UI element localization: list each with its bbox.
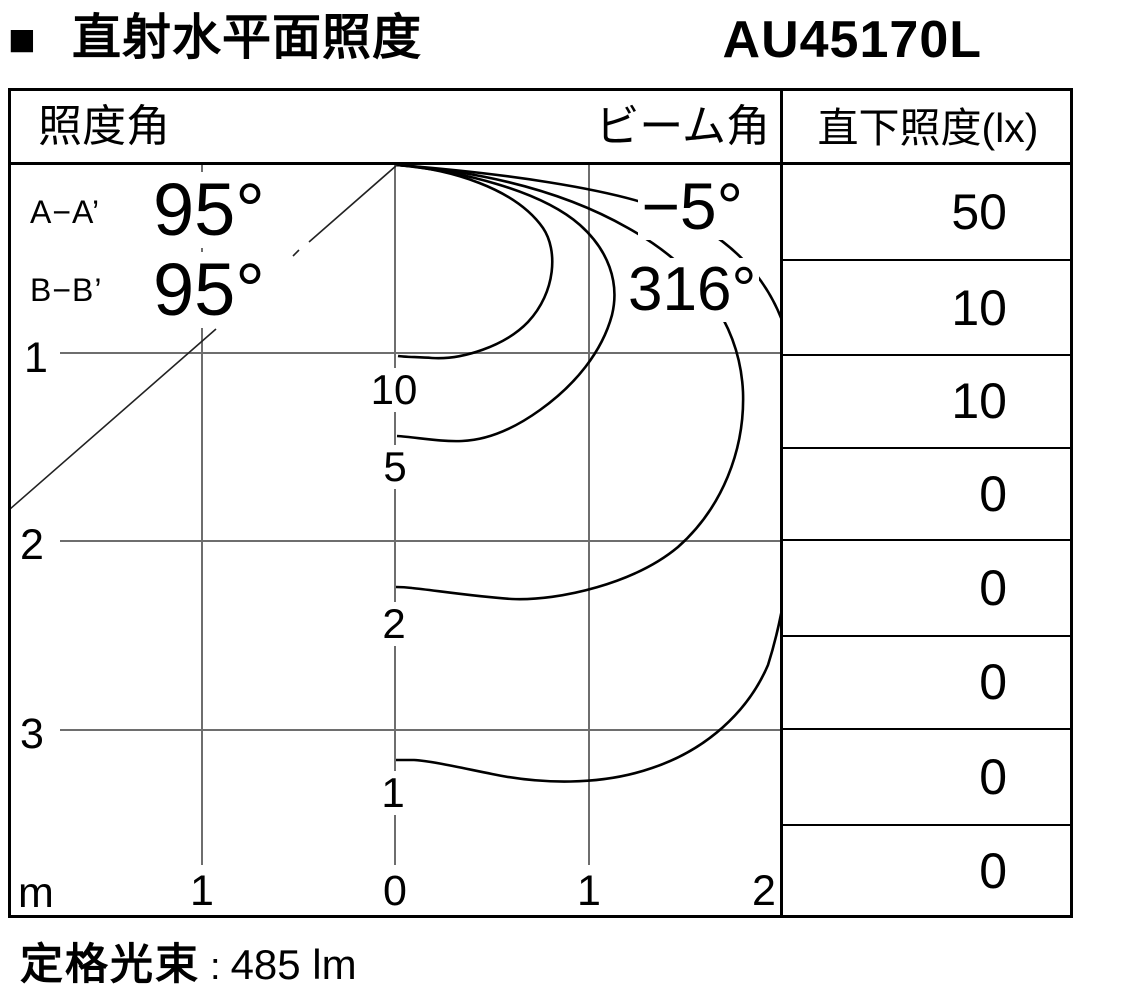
gridline-3m — [60, 729, 780, 731]
contour-label-5lx: 5 — [374, 445, 416, 489]
x-tick-minus1: 1 — [190, 867, 214, 915]
table-border-bottom — [8, 915, 1073, 918]
product-code: AU45170L — [722, 11, 982, 69]
x-tick-1: 1 — [577, 867, 601, 915]
axis-unit-label: m — [18, 869, 54, 917]
angle-value-aa: 95° — [150, 172, 268, 248]
table-row-separator-7 — [783, 824, 1070, 826]
illuminance-value-row7: 0 — [979, 749, 1007, 805]
contour-label-2lx: 2 — [373, 602, 415, 646]
illuminance-value-row3: 10 — [951, 373, 1007, 429]
table-border-top — [8, 88, 1073, 91]
contour-label-10lx: 10 — [366, 368, 422, 412]
table-row-separator-3 — [783, 447, 1070, 449]
gridline-1m — [60, 352, 780, 354]
rated-flux-label: 定格光束 — [20, 941, 200, 989]
depth-tick-3m: 3 — [20, 710, 44, 758]
illuminance-value-row8: 0 — [979, 843, 1007, 899]
angle-row-label-aa: A−A’ — [30, 194, 101, 230]
header-direct-illuminance: 直下照度(lx) — [817, 105, 1039, 151]
angle-row-label-bb: B−B’ — [30, 272, 103, 308]
gridline-vertical-left — [201, 164, 203, 865]
x-tick-0: 0 — [383, 867, 407, 915]
illuminance-value-row1: 50 — [951, 184, 1007, 240]
beam-angle-value-2: 316° — [625, 258, 760, 322]
isolux-curve-10lx — [396, 164, 554, 360]
angle-value-bb: 95° — [150, 252, 268, 328]
depth-tick-1m: 1 — [24, 334, 48, 382]
table-row-separator-5 — [783, 635, 1070, 637]
beam-angle-value-1: −5° — [638, 172, 746, 240]
gridline-vertical-axis — [394, 164, 396, 865]
table-column-divider — [780, 88, 783, 918]
section-marker-icon: ■ — [8, 13, 36, 65]
x-tick-2: 2 — [752, 867, 776, 915]
header-illuminance-angle: 照度角 — [38, 102, 170, 151]
gridline-vertical-right — [588, 164, 590, 865]
table-row-separator-2 — [783, 354, 1070, 356]
rated-flux-row: 定格光束 : 485 lm — [20, 930, 357, 992]
table-border-right — [1070, 88, 1073, 918]
illuminance-value-row2: 10 — [951, 280, 1007, 336]
table-header-separator — [8, 162, 1073, 165]
rated-flux-separator: : — [210, 946, 221, 988]
isolux-curve-5lx — [396, 164, 616, 443]
contour-label-1lx: 1 — [372, 771, 414, 815]
page-title: 直射水平面照度 — [72, 11, 423, 65]
illuminance-value-row6: 0 — [979, 654, 1007, 710]
table-row-separator-4 — [783, 539, 1070, 541]
gridline-2m — [60, 540, 780, 542]
table-row-separator-6 — [783, 728, 1070, 730]
header-beam-angle: ビーム角 — [595, 102, 770, 151]
illuminance-value-row4: 0 — [979, 466, 1007, 522]
rated-flux-value: 485 lm — [230, 941, 357, 988]
table-border-left — [8, 88, 11, 918]
depth-tick-2m: 2 — [20, 521, 44, 569]
table-row-separator-1 — [783, 259, 1070, 261]
illuminance-value-row5: 0 — [979, 560, 1007, 616]
